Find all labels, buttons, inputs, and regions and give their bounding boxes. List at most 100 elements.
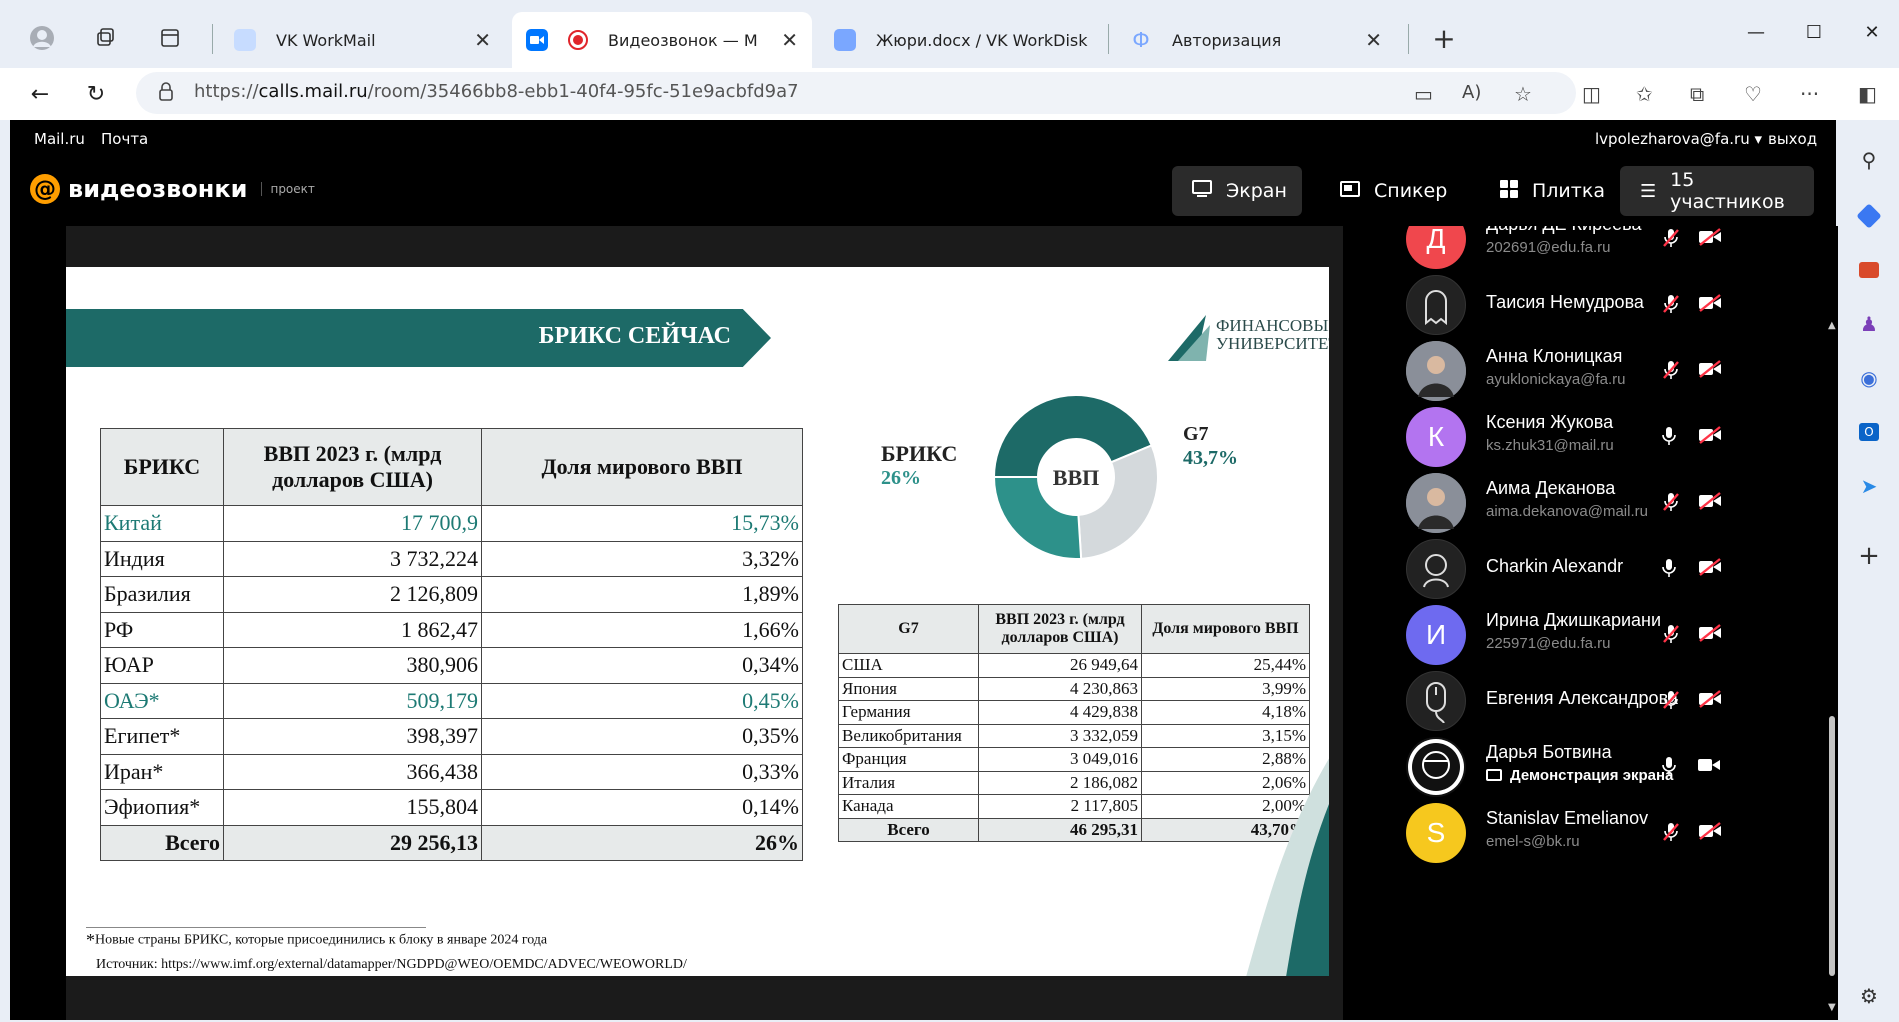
camera-icon[interactable] — [1698, 756, 1720, 778]
maximize-icon[interactable]: ☐ — [1805, 21, 1823, 43]
minimize-icon[interactable]: — — [1747, 21, 1765, 43]
search-icon[interactable]: ⚲ — [1861, 148, 1877, 172]
lock-icon[interactable] — [158, 82, 174, 107]
participants-scrollbar[interactable]: ▲ ▼ — [1826, 226, 1838, 1020]
total-cell: 26% — [481, 824, 803, 861]
brics-row: ЮАР 380,906 0,34% — [100, 647, 803, 684]
microphone-muted-icon[interactable] — [1662, 228, 1680, 253]
camera-off-icon[interactable] — [1698, 492, 1722, 515]
participant-row[interactable]: Charkin Alexandr — [1386, 536, 1806, 602]
microphone-muted-icon[interactable] — [1662, 690, 1680, 715]
collections-icon[interactable]: ⧉ — [1690, 82, 1705, 106]
gdp-cell: 17 700,9 — [223, 505, 482, 542]
gdp-cell: 398,397 — [223, 718, 482, 755]
close-tab-icon[interactable]: ✕ — [1365, 28, 1382, 52]
camera-off-icon[interactable] — [1698, 558, 1722, 581]
reload-icon[interactable]: ↻ — [86, 81, 106, 107]
add-sidebar-icon[interactable]: + — [1858, 541, 1880, 571]
participant-row[interactable]: Аима Деканова aima.dekanova@mail.ru — [1386, 470, 1806, 536]
profile-icon[interactable] — [24, 20, 60, 56]
country-cell: Китай — [100, 505, 224, 542]
gdp-donut-chart: ВВП — [986, 387, 1166, 567]
tab-authorization[interactable]: Ф Авторизация ✕ — [1116, 12, 1396, 68]
camera-off-icon[interactable] — [1698, 228, 1722, 251]
favorite-star-icon[interactable]: ☆ — [1514, 82, 1532, 106]
more-menu-icon[interactable]: ··· — [1800, 82, 1820, 106]
back-icon[interactable]: ← — [30, 81, 50, 107]
pochta-link[interactable]: Почта — [101, 130, 149, 148]
participant-row[interactable]: Д Дарья ДЕ Киреева 202691@edu.fa.ru — [1386, 226, 1806, 272]
new-tab-icon[interactable]: + — [1432, 21, 1456, 55]
split-screen-icon[interactable]: ◫ — [1582, 82, 1601, 106]
participant-row[interactable]: S Stanislav Emelianov emel-s@bk.ru — [1386, 800, 1806, 866]
participant-row[interactable]: Таисия Немудрова — [1386, 272, 1806, 338]
share-cell: 3,15% — [1141, 723, 1310, 748]
tab-videocall[interactable]: Видеозвонок — М ✕ — [512, 12, 812, 68]
close-tab-icon[interactable]: ✕ — [781, 28, 798, 52]
screen-view-button[interactable]: Экран — [1172, 166, 1302, 216]
microphone-icon[interactable] — [1662, 558, 1676, 583]
total-cell: 43,70% — [1141, 817, 1310, 842]
sidebar-toggle-icon[interactable]: ◧ — [1858, 82, 1877, 106]
shopping-icon[interactable] — [1853, 200, 1885, 232]
tab-jury-docx[interactable]: Жюри.docx / VK WorkDisk — [820, 12, 1105, 68]
settings-gear-icon[interactable]: ⚙ — [1860, 984, 1878, 1008]
camera-off-icon[interactable] — [1698, 624, 1722, 647]
camera-permission-icon[interactable]: ▭ — [1414, 82, 1433, 106]
copilot-icon[interactable]: ◉ — [1860, 366, 1878, 390]
games-icon[interactable]: ♟ — [1860, 312, 1878, 336]
camera-off-icon[interactable] — [1698, 360, 1722, 383]
tools-icon[interactable] — [1853, 254, 1885, 286]
microphone-muted-icon[interactable] — [1662, 624, 1680, 649]
gdp-cell: 3 732,224 — [223, 540, 482, 577]
participant-name: Дарья ДЕ Киреева — [1486, 226, 1641, 235]
mailru-link[interactable]: Mail.ru — [34, 130, 85, 148]
participant-row[interactable]: Евгения Александрова — [1386, 668, 1806, 734]
participant-row[interactable]: Анна Клоницкая ayuklonickaya@fa.ru — [1386, 338, 1806, 404]
tab-actions-icon[interactable] — [152, 20, 188, 56]
microphone-muted-icon[interactable] — [1662, 492, 1680, 517]
participant-row[interactable]: К Ксения Жукова ks.zhuk31@mail.ru — [1386, 404, 1806, 470]
share-cell: 1,66% — [481, 611, 803, 648]
camera-off-icon[interactable] — [1698, 426, 1722, 449]
g7-row: Германия 4 429,838 4,18% — [838, 700, 1310, 725]
country-cell: Египет* — [100, 718, 224, 755]
microphone-muted-icon[interactable] — [1662, 360, 1680, 385]
close-window-icon[interactable]: ✕ — [1864, 21, 1880, 43]
share-cell: 0,45% — [481, 682, 803, 719]
participant-name: Дарья Ботвина — [1486, 742, 1612, 762]
scroll-thumb[interactable] — [1829, 716, 1835, 976]
url-text[interactable]: https://calls.mail.ru/room/35466bb8-ebb1… — [194, 81, 799, 102]
drawn-avatar-icon — [1406, 737, 1466, 797]
outlook-icon[interactable]: O — [1853, 416, 1885, 448]
speaker-view-button[interactable]: Спикер — [1320, 166, 1467, 216]
share-cell: 25,44% — [1141, 653, 1310, 678]
participants-button[interactable]: ☰ 15 участников — [1620, 166, 1814, 216]
camera-off-icon[interactable] — [1698, 690, 1722, 713]
favorites-icon[interactable]: ✩ — [1636, 82, 1653, 106]
user-menu[interactable]: lvpolezharova@fa.ru ▾ — [1595, 130, 1763, 148]
tile-view-button[interactable]: Плитка — [1480, 166, 1625, 216]
workspaces-icon[interactable] — [88, 20, 124, 56]
camera-off-icon[interactable] — [1698, 294, 1722, 317]
gdp-cell: 2 117,805 — [978, 794, 1142, 819]
microphone-muted-icon[interactable] — [1662, 822, 1680, 847]
read-aloud-icon[interactable]: A) — [1462, 82, 1482, 103]
url-field[interactable] — [136, 72, 1576, 114]
g7-row: США 26 949,64 25,44% — [838, 653, 1310, 678]
tab-title: Видеозвонок — М — [608, 30, 758, 50]
avatar: К — [1406, 407, 1466, 467]
send-icon[interactable]: ➤ — [1860, 474, 1878, 498]
microphone-muted-icon[interactable] — [1662, 294, 1680, 319]
participant-row[interactable]: И Ирина Джишкариани 225971@edu.fa.ru — [1386, 602, 1806, 668]
close-tab-icon[interactable]: ✕ — [474, 28, 491, 52]
browser-essentials-icon[interactable]: ♡ — [1744, 82, 1762, 106]
avatar: S — [1406, 803, 1466, 863]
logout-link[interactable]: выход — [1768, 130, 1818, 148]
participant-row[interactable]: Дарья Ботвина Демонстрация экрана — [1386, 734, 1806, 800]
microphone-icon[interactable] — [1662, 426, 1676, 451]
microphone-icon[interactable] — [1662, 756, 1676, 781]
camera-off-icon[interactable] — [1698, 822, 1722, 845]
videocalls-logo[interactable]: @ видеозвонки проект — [30, 174, 315, 204]
tab-vk-workmail[interactable]: VK WorkMail ✕ — [220, 12, 505, 68]
